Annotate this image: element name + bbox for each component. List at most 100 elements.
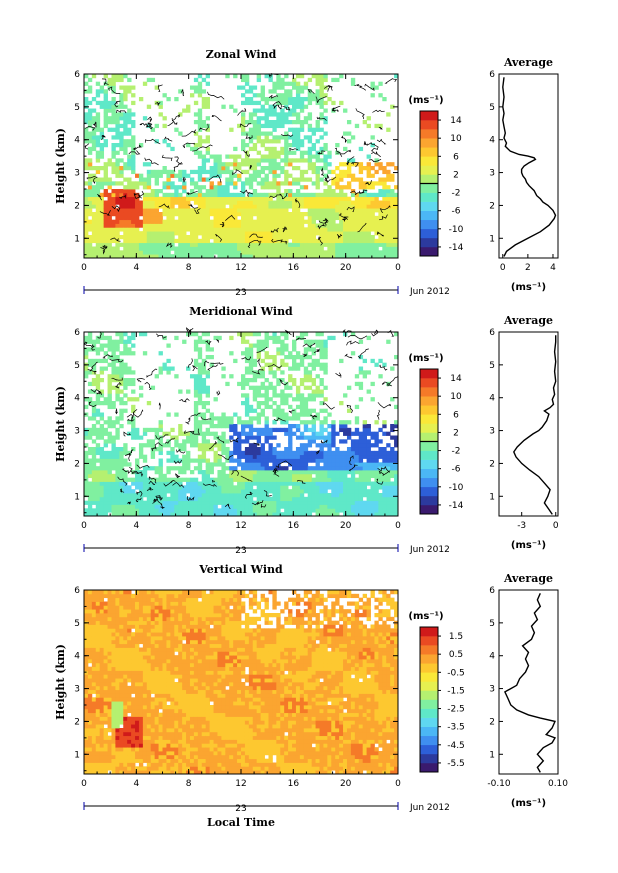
date-label: 23 [235, 546, 246, 556]
y-axis-label: Height (km) [54, 386, 67, 462]
x-tick-label: 12 [235, 779, 246, 789]
average-x-tick-label: -0.10 [487, 779, 511, 789]
average-x-tick-label: 0 [500, 263, 506, 273]
colorbar-swatch [420, 699, 438, 709]
x-tick-label: 0 [81, 779, 87, 789]
colorbar-unit: (ms⁻¹) [408, 353, 443, 364]
y-tick-label: 4 [74, 136, 80, 146]
average-line [513, 335, 557, 515]
colorbar-tick-label: -2 [452, 189, 461, 199]
colorbar-unit: (ms⁻¹) [408, 611, 443, 622]
month-label: Jun 2012 [409, 803, 450, 813]
y-tick-label: 4 [74, 394, 80, 404]
colorbar-swatch [420, 450, 438, 460]
colorbar-tick-label: 10 [450, 134, 462, 144]
colorbar-swatch [420, 762, 438, 773]
average-y-tick-label: 5 [489, 619, 495, 629]
colorbar-swatch [420, 414, 438, 424]
panel-title: Zonal Wind [206, 48, 277, 61]
colorbar-swatch [420, 468, 438, 479]
average-x-tick-label: 2 [525, 263, 531, 273]
colorbar-swatch [420, 120, 438, 130]
average-frame [498, 331, 559, 517]
colorbar-swatch [420, 663, 438, 673]
colorbar-swatch [420, 174, 438, 184]
x-tick-label: 4 [133, 263, 139, 273]
x-tick-label: 8 [186, 779, 192, 789]
colorbar-swatch [420, 183, 438, 193]
average-x-tick-label: 4 [550, 263, 556, 273]
colorbar-tick-label: 6 [453, 152, 459, 162]
y-tick-label: 3 [74, 427, 80, 437]
x-axis-label: Local Time [207, 816, 275, 829]
y-tick-label: 2 [74, 201, 80, 211]
colorbar-swatch [420, 495, 438, 506]
average-title: Average [503, 56, 553, 69]
average-y-tick-label: 1 [489, 492, 495, 502]
x-tick-label: 0 [81, 521, 87, 531]
average-y-tick-label: 6 [489, 70, 495, 80]
colorbar-swatch [420, 504, 438, 515]
y-axis-label: Height (km) [54, 128, 67, 204]
x-tick-label: 8 [186, 263, 192, 273]
colorbar-tick-label: -3.5 [447, 723, 465, 733]
colorbar-swatch [420, 228, 438, 239]
colorbar-swatch [420, 672, 438, 682]
colorbar-swatch [420, 459, 438, 469]
colorbar-swatch [420, 477, 438, 488]
average-x-label: (ms⁻¹) [511, 282, 546, 293]
colorbar-swatch [420, 147, 438, 157]
average-title: Average [503, 314, 553, 327]
colorbar-swatch [420, 690, 438, 700]
average-profile: Average 1 2 3 4 5 6 0 2 4 (ms⁻¹) [489, 56, 559, 293]
panel-title: Vertical Wind [198, 563, 283, 576]
colorbar-unit: (ms⁻¹) [408, 95, 443, 106]
colorbar-frame [419, 626, 439, 773]
colorbar-swatch [420, 708, 438, 718]
average-y-tick-label: 2 [489, 201, 495, 211]
x-tick-label: 20 [340, 779, 352, 789]
colorbar-swatch [420, 201, 438, 211]
colorbar-swatch [420, 681, 438, 691]
average-y-tick-label: 1 [489, 750, 495, 760]
colorbar-swatch [420, 654, 438, 664]
y-tick-label: 5 [74, 103, 80, 113]
colorbar-swatch [420, 165, 438, 175]
y-tick-label: 5 [74, 619, 80, 629]
date-label: 23 [235, 288, 246, 298]
y-tick-label: 2 [74, 717, 80, 727]
colorbar-swatch [420, 138, 438, 148]
heatmap-cells [84, 74, 399, 259]
colorbar-swatch [420, 378, 438, 388]
average-x-tick-label: 0 [553, 521, 559, 531]
colorbar-tick-label: -4.5 [447, 741, 465, 751]
x-tick-label: 0 [395, 521, 401, 531]
colorbar-swatch [420, 219, 438, 230]
y-tick-label: 1 [74, 750, 80, 760]
colorbar-tick-label: 10 [450, 392, 462, 402]
average-x-tick-label: -3 [517, 521, 526, 531]
average-y-tick-label: 3 [489, 427, 495, 437]
y-tick-label: 6 [74, 328, 80, 338]
x-tick-label: 8 [186, 521, 192, 531]
colorbar-swatch [420, 156, 438, 166]
colorbar-swatch [420, 192, 438, 202]
month-label: Jun 2012 [409, 545, 450, 555]
average-y-tick-label: 4 [489, 394, 495, 404]
colorbar-swatch [420, 432, 438, 442]
colorbar-tick-label: -2 [452, 447, 461, 457]
colorbar-tick-label: 14 [450, 116, 462, 126]
colorbar: (ms⁻¹) 1.5 0.5 -0.5 -1.5 -2.5 -3.5 -4.5 -5.5 [408, 611, 465, 773]
average-y-tick-label: 2 [489, 459, 495, 469]
y-tick-label: 4 [74, 652, 80, 662]
contour-lines [83, 327, 399, 510]
colorbar-swatch [420, 405, 438, 415]
y-tick-label: 5 [74, 361, 80, 371]
y-tick-label: 6 [74, 70, 80, 80]
date-label: 23 [235, 804, 246, 814]
x-tick-label: 0 [395, 779, 401, 789]
colorbar-swatch [420, 387, 438, 397]
average-y-tick-label: 5 [489, 103, 495, 113]
